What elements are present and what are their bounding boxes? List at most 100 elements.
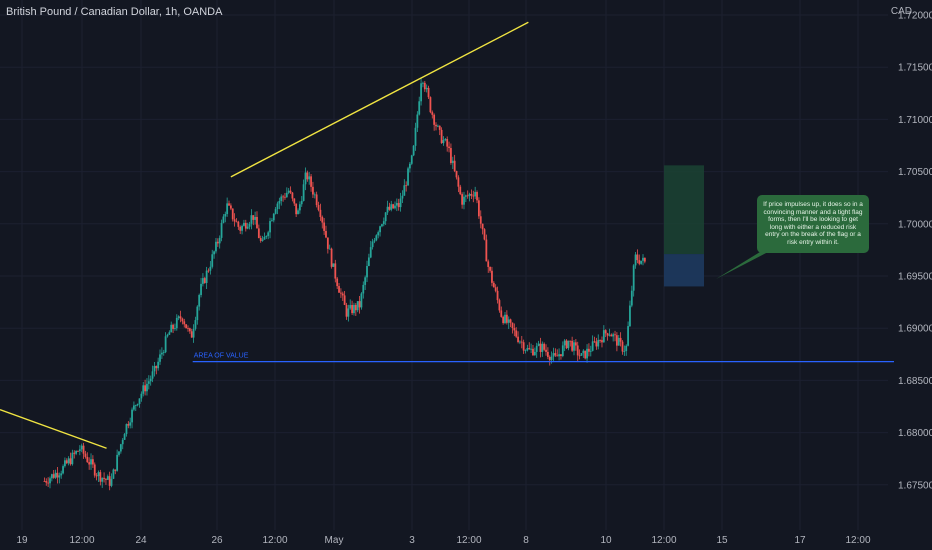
- candle-body: [459, 186, 462, 195]
- candle-body: [584, 350, 587, 359]
- candle-body: [401, 195, 404, 199]
- candle-body: [229, 205, 232, 209]
- candle-body: [623, 351, 626, 352]
- candle-body: [162, 352, 165, 354]
- candle-body: [360, 293, 363, 308]
- candle-body: [313, 194, 316, 196]
- candle-body: [280, 196, 283, 201]
- candle-body: [62, 466, 64, 474]
- candle-body: [276, 203, 279, 210]
- candle-body: [636, 254, 639, 261]
- y-tick-label: 1.72000: [898, 11, 932, 22]
- callout-pointer: [716, 252, 768, 279]
- candle-body: [614, 334, 616, 336]
- candle-body: [321, 217, 324, 223]
- candle-body: [181, 318, 184, 322]
- candle-body: [207, 270, 210, 272]
- candle-body: [213, 251, 215, 255]
- candle-body: [64, 460, 66, 467]
- candle-body: [192, 328, 195, 338]
- candle-body: [610, 334, 613, 337]
- candle-body: [591, 341, 594, 351]
- y-tick-label: 1.69500: [898, 272, 932, 283]
- candle-body: [114, 469, 117, 471]
- candle-body: [548, 356, 551, 361]
- candle-body: [533, 351, 536, 356]
- candle-body: [354, 304, 357, 311]
- candle-body: [487, 261, 490, 267]
- candle-body: [356, 301, 359, 311]
- y-tick-label: 1.67500: [898, 480, 932, 491]
- candle-body: [569, 340, 572, 342]
- candle-body: [97, 472, 100, 477]
- candle-body: [177, 316, 180, 318]
- candle-body: [477, 200, 480, 217]
- candle-body: [119, 444, 122, 452]
- candle-body: [151, 371, 154, 379]
- candle-body: [323, 222, 326, 231]
- candle-body: [630, 290, 633, 306]
- candle-body: [574, 342, 577, 346]
- candle-body: [586, 348, 588, 359]
- candle-body: [522, 342, 525, 351]
- candle-body: [617, 337, 620, 346]
- candle-body: [375, 235, 378, 241]
- candle-body: [382, 221, 385, 225]
- x-tick-label: 8: [523, 535, 529, 546]
- candle-body: [511, 322, 514, 328]
- candle-body: [65, 460, 68, 464]
- candle-body: [349, 305, 352, 309]
- candle-body: [93, 464, 96, 476]
- candle-body: [453, 160, 456, 171]
- candle-body: [284, 196, 286, 198]
- trendline-1: [0, 408, 107, 449]
- candle-body: [384, 212, 387, 222]
- candle-body: [317, 205, 320, 210]
- candle-body: [358, 301, 361, 308]
- candle-body: [369, 247, 372, 258]
- candle-body: [414, 127, 417, 146]
- candle-body: [293, 198, 296, 204]
- candle-body: [435, 124, 437, 127]
- candle-body: [431, 112, 434, 115]
- candle-body: [80, 445, 83, 450]
- candle-body: [239, 226, 242, 231]
- candle-body: [491, 270, 493, 283]
- candle-body: [103, 477, 105, 479]
- y-tick-label: 1.71500: [898, 63, 932, 74]
- candle-body: [175, 317, 178, 329]
- candle-body: [69, 458, 72, 465]
- candle-body: [558, 354, 560, 357]
- candle-body: [466, 195, 469, 197]
- candle-body: [599, 339, 602, 341]
- candle-body: [73, 452, 76, 454]
- candle-body: [129, 422, 132, 426]
- candle-body: [481, 223, 484, 230]
- candle-body: [190, 331, 193, 338]
- target-zone: [664, 165, 704, 255]
- candle-body: [619, 337, 622, 342]
- candle-body: [364, 277, 367, 285]
- candle-body: [371, 241, 374, 248]
- y-tick-label: 1.68500: [898, 376, 932, 387]
- candle-body: [194, 320, 197, 329]
- candle-body: [257, 228, 260, 238]
- candle-body: [545, 349, 547, 352]
- annotation-callout[interactable]: If price impulses up, it does so in a co…: [757, 195, 869, 253]
- candle-body: [211, 254, 214, 267]
- candle-body: [246, 226, 249, 229]
- candle-body: [638, 260, 641, 264]
- candle-body: [295, 203, 298, 215]
- candle-body: [209, 266, 212, 271]
- candle-body: [571, 340, 574, 351]
- candle-body: [546, 351, 549, 357]
- candle-body: [578, 355, 581, 357]
- candle-body: [110, 478, 113, 486]
- candle-body: [45, 481, 48, 483]
- candle-body: [287, 190, 290, 193]
- candle-body: [170, 324, 173, 333]
- candle-body: [298, 204, 301, 211]
- candle-body: [468, 193, 471, 197]
- candle-body: [71, 452, 74, 465]
